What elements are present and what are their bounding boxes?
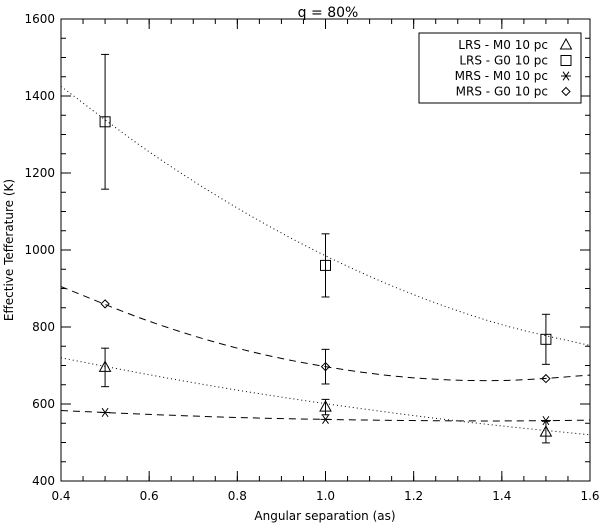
data-point-square xyxy=(540,333,552,345)
legend-label: MRS - G0 10 pc xyxy=(456,85,548,99)
y-tick-label: 600 xyxy=(32,397,55,411)
fit-curve xyxy=(60,85,591,346)
y-tick-label: 1200 xyxy=(24,166,55,180)
markers-layer xyxy=(98,116,553,437)
x-tick-label: 1.6 xyxy=(580,489,599,503)
y-tick-label: 1600 xyxy=(24,12,55,26)
y-tick-label: 1400 xyxy=(24,89,55,103)
data-point-triangle xyxy=(539,425,553,437)
x-tick-label: 0.8 xyxy=(228,489,247,503)
data-point-diamond xyxy=(100,299,110,309)
legend-marker-square xyxy=(560,55,572,66)
legend-label: LRS - M0 10 pc xyxy=(458,38,548,52)
y-tick-label: 400 xyxy=(32,474,55,488)
data-point-triangle xyxy=(319,400,332,412)
x-tick-label: 0.6 xyxy=(140,489,159,503)
y-tick-label: 1000 xyxy=(24,243,55,257)
error-bar xyxy=(321,348,330,385)
legend-marker-triangle xyxy=(559,37,573,50)
chart-title: q = 80% xyxy=(298,5,359,21)
legend-marker-asterisk xyxy=(561,71,571,81)
x-axis-label: Angular separation (as) xyxy=(254,509,395,523)
x-tick-label: 1.0 xyxy=(316,489,335,503)
data-point-square xyxy=(320,259,331,271)
y-axis-label: Effective Tefferature (K) xyxy=(2,179,16,321)
data-point-asterisk xyxy=(320,414,331,424)
legend-box xyxy=(418,32,582,104)
data-point-triangle xyxy=(98,360,112,372)
legend-marker-diamond xyxy=(561,86,571,97)
errors-layer xyxy=(101,53,550,444)
error-bar xyxy=(101,53,110,190)
x-tick-label: 0.4 xyxy=(51,489,70,503)
ticks-layer: 0.4 0.6 0.8 1.0 1.2 1.4 1.6 400 600 800 1000 1200 14… xyxy=(24,12,599,503)
error-bar xyxy=(101,347,110,388)
x-tick-label: 1.2 xyxy=(404,489,423,503)
legend-label: MRS - M0 10 pc xyxy=(455,69,548,83)
data-point-diamond xyxy=(541,373,551,384)
data-point-asterisk xyxy=(540,415,551,426)
error-bar xyxy=(541,313,550,365)
legend-label: LRS - G0 10 pc xyxy=(459,54,548,68)
data-point-asterisk xyxy=(100,407,111,418)
data-point-diamond xyxy=(320,361,331,372)
y-tick-label: 800 xyxy=(32,320,55,334)
x-tick-label: 1.4 xyxy=(492,489,511,503)
data-point-square xyxy=(99,116,111,128)
error-bar xyxy=(321,233,330,298)
